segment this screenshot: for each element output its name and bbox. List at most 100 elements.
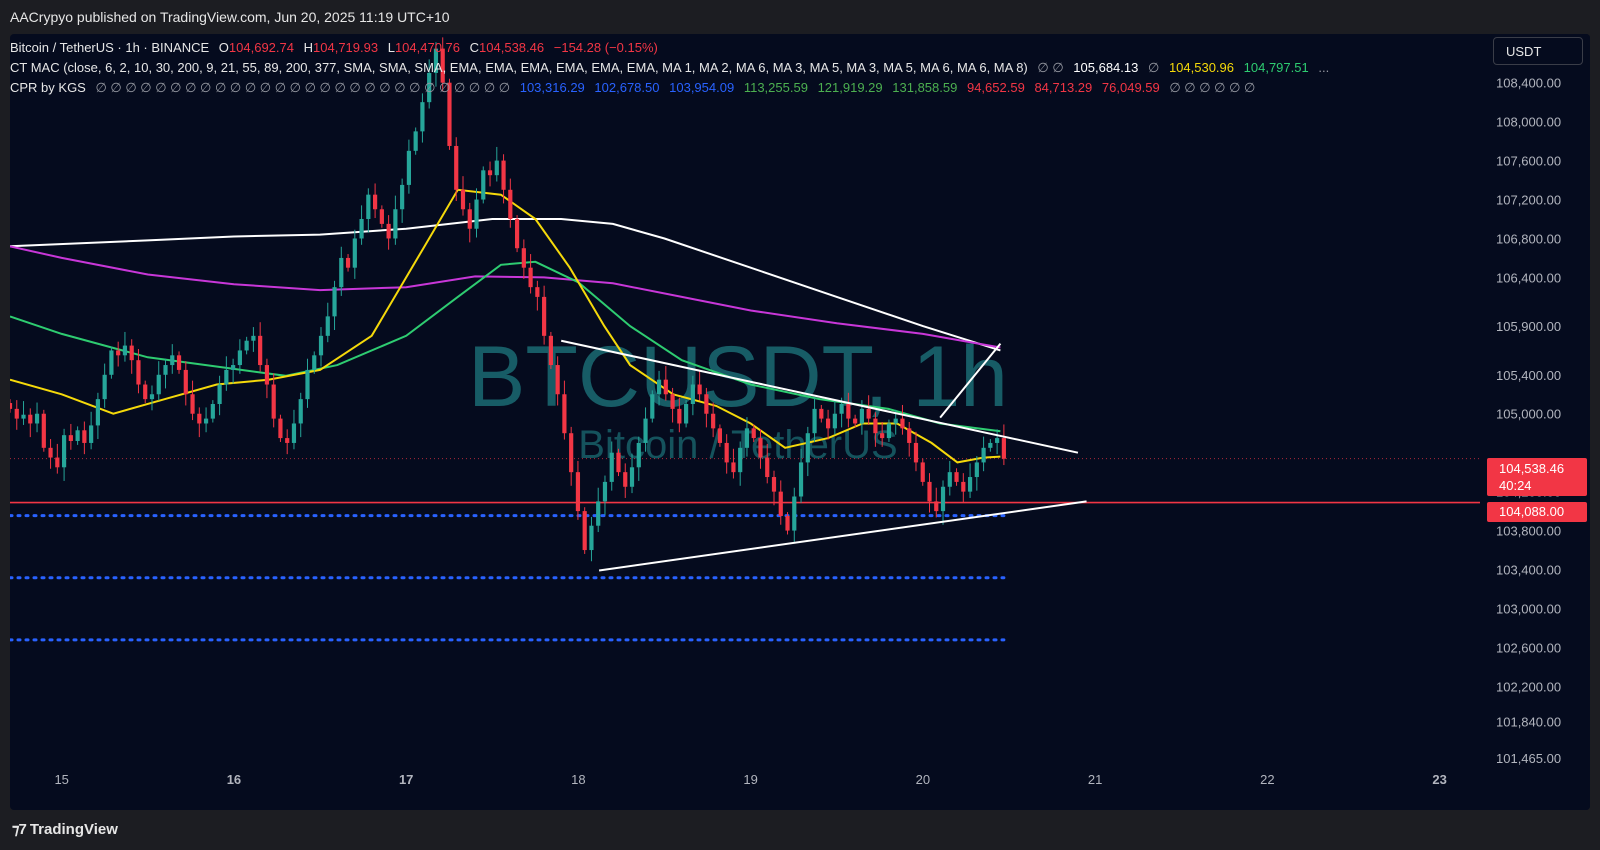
- candle: [487, 161, 493, 187]
- candle-body: [21, 414, 26, 419]
- price-scale-bg: [1450, 34, 1590, 810]
- candle: [731, 448, 736, 479]
- candle: [934, 487, 939, 518]
- candle-body: [514, 219, 520, 249]
- candle: [278, 414, 283, 442]
- candle: [170, 344, 175, 374]
- candle-body: [129, 345, 134, 361]
- cpr-value-red-1: 94,652.59: [966, 80, 1025, 95]
- candle-body: [231, 365, 236, 370]
- candle: [900, 404, 905, 435]
- x-tick-label: 23: [1432, 772, 1446, 787]
- candle-body: [839, 404, 844, 414]
- candle: [34, 402, 40, 433]
- candle-body: [278, 418, 283, 439]
- candle: [738, 441, 743, 486]
- candle-body: [102, 374, 107, 400]
- candle-body: [629, 467, 635, 487]
- candle: [920, 458, 925, 486]
- candle-body: [251, 335, 256, 341]
- candle-body: [427, 72, 432, 103]
- candle-body: [332, 287, 337, 317]
- tradingview-logo[interactable]: ⁊7 TradingView: [12, 820, 118, 838]
- candle: [366, 188, 371, 233]
- candle-body: [650, 394, 655, 419]
- candle: [156, 361, 161, 401]
- candle-body: [907, 428, 912, 443]
- candle-body: [832, 413, 837, 429]
- candle-body: [967, 477, 973, 492]
- candle: [656, 370, 662, 406]
- candle: [122, 331, 128, 362]
- candle-body: [677, 408, 682, 424]
- candle: [136, 348, 141, 394]
- indicator-cpr-label: CPR by KGS: [10, 80, 86, 95]
- candle: [548, 331, 553, 369]
- candle-body: [636, 442, 641, 468]
- candle: [379, 205, 384, 228]
- candle-body: [900, 418, 905, 429]
- x-tick-label: 18: [571, 772, 585, 787]
- candle: [393, 195, 398, 245]
- candle-body: [569, 433, 574, 473]
- candle-body: [203, 418, 209, 424]
- x-tick-label: 15: [54, 772, 68, 787]
- candle: [765, 443, 770, 484]
- candle-body: [717, 428, 723, 443]
- candle-body: [927, 481, 932, 502]
- candle: [291, 409, 297, 450]
- candle-body: [460, 189, 466, 210]
- candle: [636, 436, 641, 481]
- candle-body: [825, 418, 831, 429]
- chart-canvas[interactable]: BTCUSDT, 1h Bitcoin / TetherUS 108,400.0…: [10, 34, 1590, 810]
- candle-body: [116, 350, 121, 356]
- symbol-legend[interactable]: Bitcoin / TetherUS · 1h · BINANCE O104,6…: [10, 40, 664, 55]
- candle-body: [258, 335, 263, 366]
- currency-selector-button[interactable]: USDT: [1493, 37, 1583, 65]
- candle: [413, 127, 418, 155]
- candle: [460, 176, 466, 216]
- candle: [258, 322, 263, 372]
- x-tick-label: 17: [399, 772, 413, 787]
- candle: [711, 402, 716, 438]
- candle-body: [521, 248, 526, 268]
- candle: [48, 439, 53, 469]
- candle-body: [853, 418, 858, 424]
- candle-body: [805, 433, 810, 463]
- candle: [542, 285, 547, 345]
- candle: [190, 380, 195, 421]
- candle-body: [738, 447, 743, 473]
- candle: [352, 229, 357, 279]
- candle: [373, 183, 378, 219]
- y-tick-label: 105,400.00: [1496, 368, 1561, 383]
- candle-body: [217, 384, 222, 404]
- candle-body: [440, 48, 445, 83]
- candle: [82, 421, 87, 455]
- trendline: [939, 342, 1002, 419]
- candle: [751, 424, 756, 442]
- candle: [961, 473, 966, 503]
- candle-body: [974, 462, 979, 478]
- candle-body: [670, 394, 675, 409]
- candle-body: [366, 194, 371, 219]
- candle-body: [339, 257, 344, 288]
- candle: [264, 358, 270, 399]
- candle: [832, 400, 837, 435]
- candle: [312, 351, 317, 374]
- candle-body: [28, 414, 33, 424]
- candle-body: [156, 374, 161, 395]
- candle: [21, 401, 26, 425]
- indicator-cpr-legend[interactable]: CPR by KGS ∅ ∅ ∅ ∅ ∅ ∅ ∅ ∅ ∅ ∅ ∅ ∅ ∅ ∅ ∅…: [10, 80, 1261, 96]
- candle: [954, 468, 959, 486]
- chart-pane[interactable]: BTCUSDT, 1h Bitcoin / TetherUS 108,400.0…: [10, 34, 1590, 810]
- candle-body: [913, 442, 919, 463]
- indicator-mac-value-1: 105,684.13: [1073, 60, 1139, 75]
- candle: [785, 512, 790, 535]
- candle-body: [447, 82, 452, 146]
- candle: [14, 400, 19, 430]
- candle: [839, 397, 844, 428]
- candle: [886, 419, 892, 442]
- candle: [690, 375, 695, 416]
- indicator-mac-legend[interactable]: CT MAC (close, 6, 2, 10, 30, 200, 9, 21,…: [10, 60, 1335, 76]
- candle-body: [988, 442, 993, 448]
